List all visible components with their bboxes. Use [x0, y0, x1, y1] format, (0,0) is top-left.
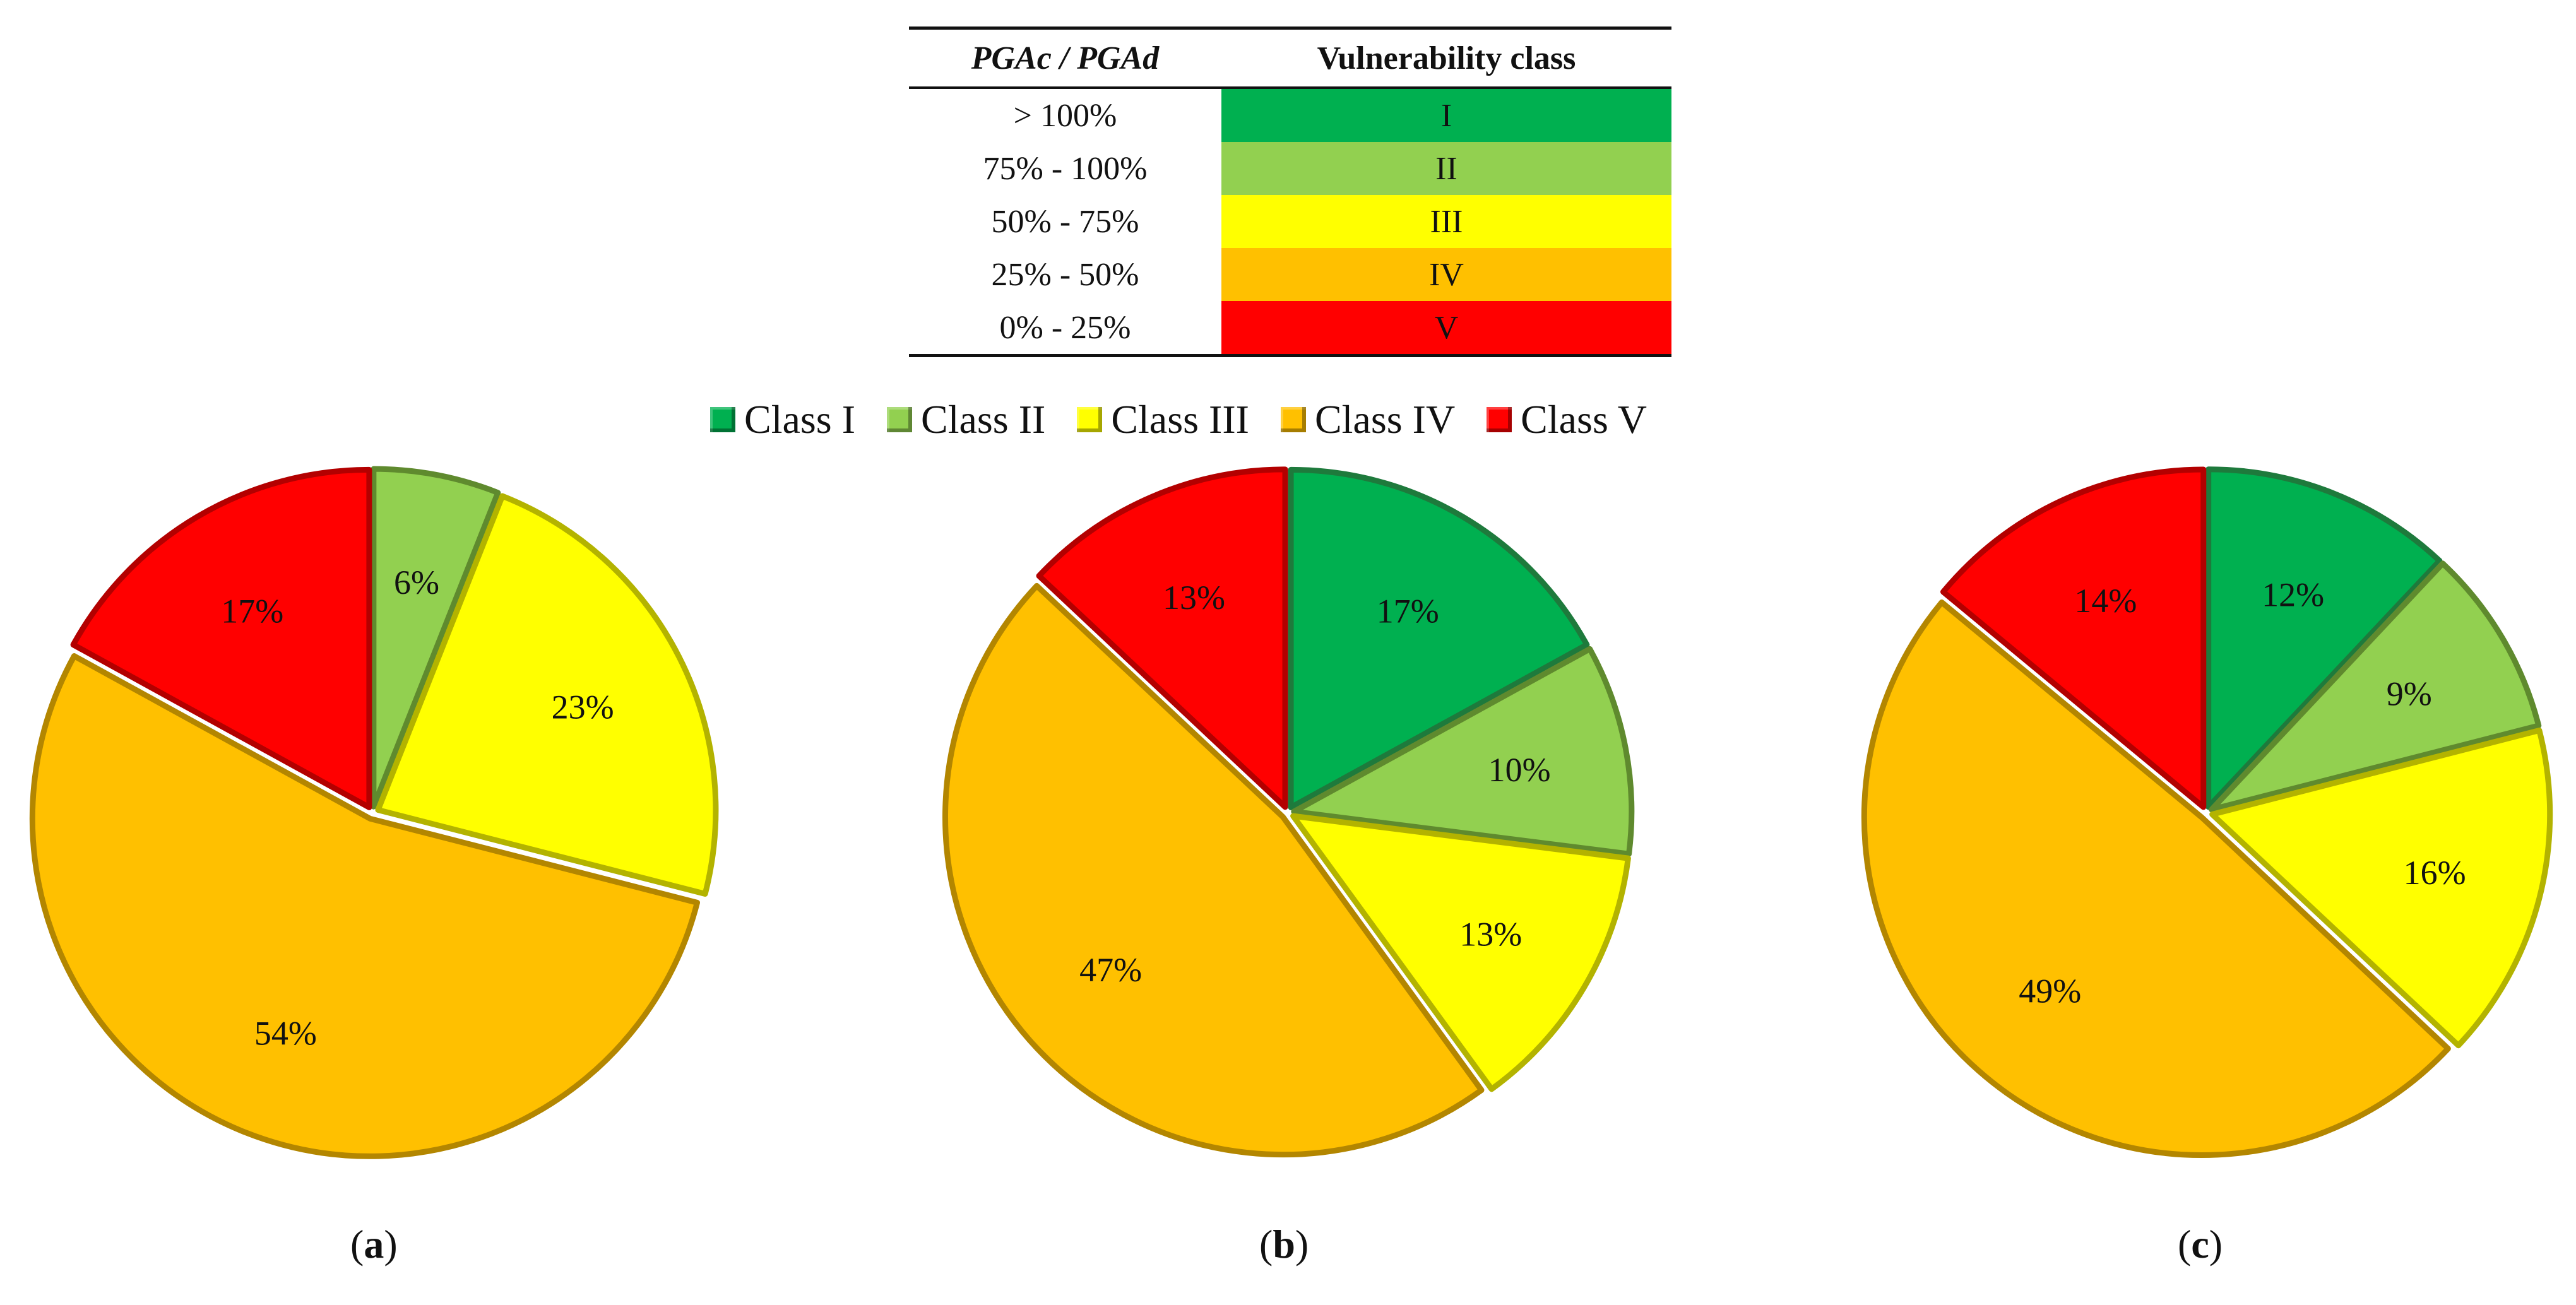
vulnerability-table: PGAc / PGAd Vulnerability class > 100% I…	[909, 27, 1671, 357]
legend-item-class-iv: Class IV	[1280, 396, 1456, 443]
pie-slice-c-1	[2205, 466, 2443, 810]
legend-swatch	[887, 407, 912, 432]
legend: Class I Class II Class III Class IV Clas…	[710, 396, 1678, 443]
range-cell: 50% - 75%	[991, 203, 1139, 240]
pie-label-a-5: 17%	[221, 592, 283, 630]
header-pga-ratio: PGAc / PGAd	[909, 27, 1221, 89]
table-row: 50% - 75% III	[909, 195, 1671, 248]
pie-label-b-5: 13%	[1163, 579, 1225, 617]
pie-label-b-1: 17%	[1377, 592, 1439, 630]
legend-item-class-ii: Class II	[887, 396, 1045, 443]
range-cell: 25% - 50%	[991, 256, 1139, 293]
pie-label-b-2: 10%	[1488, 751, 1551, 789]
legend-swatch	[710, 407, 735, 432]
pie-label-b-4: 47%	[1079, 951, 1142, 989]
pie-slice-c-2	[2209, 560, 2542, 813]
pie-label-c-2: 9%	[2387, 675, 2432, 713]
pie-slice-c-4	[1861, 599, 2451, 1159]
pie-slice-c-5	[1940, 466, 2207, 810]
legend-swatch	[1487, 407, 1512, 432]
pie-slice-b-3	[1290, 813, 1631, 1092]
pie-slice-a-4	[29, 653, 701, 1159]
pie-slice-b-5	[1036, 466, 1288, 810]
legend-label: Class V	[1521, 397, 1647, 442]
legend-item-class-v: Class V	[1487, 396, 1647, 443]
class-cell: IV	[1221, 248, 1671, 301]
pie-slice-a-5	[70, 466, 372, 810]
pie-label-a-2: 6%	[394, 564, 439, 601]
legend-label: Class III	[1111, 397, 1249, 442]
table-row: 75% - 100% II	[909, 142, 1671, 195]
pie-label-a-4: 54%	[254, 1015, 317, 1053]
pie-slice-b-2	[1291, 646, 1635, 857]
table-row: > 100% I	[909, 88, 1671, 142]
legend-swatch	[1077, 407, 1103, 432]
legend-label: Class IV	[1314, 397, 1456, 442]
pie-slice-c-3	[2209, 727, 2553, 1049]
pie-label-b-3: 13%	[1459, 915, 1522, 953]
pie-label-c-4: 49%	[2019, 972, 2081, 1010]
pie-slice-a-2	[371, 466, 501, 810]
class-cell: III	[1221, 195, 1671, 248]
panel-label-b: (b)	[1259, 1222, 1309, 1267]
legend-swatch	[1280, 407, 1306, 432]
legend-label: Class I	[744, 397, 855, 442]
legend-label: Class II	[921, 397, 1046, 442]
legend-item-class-iii: Class III	[1077, 396, 1249, 443]
pie-label-c-1: 12%	[2262, 576, 2324, 613]
range-cell: 0% - 25%	[909, 301, 1221, 357]
class-cell: II	[1221, 142, 1671, 195]
pie-slice-b-1	[1288, 466, 1590, 810]
table-row: 0% - 25% V	[909, 301, 1671, 357]
range-cell: 75% - 100%	[983, 150, 1148, 187]
pie-label-c-5: 14%	[2074, 582, 2137, 620]
pie-slice-b-4	[942, 582, 1485, 1158]
pie-label-a-3: 23%	[552, 688, 614, 726]
panel-label-a: (a)	[350, 1222, 398, 1267]
class-cell: V	[1221, 301, 1671, 357]
panel-label-c: (c)	[2178, 1222, 2223, 1267]
pie-slice-a-3	[375, 493, 719, 897]
pie-label-c-3: 16%	[2404, 854, 2466, 892]
header-vulnerability-class: Vulnerability class	[1221, 27, 1671, 89]
table-row: 25% - 50% IV	[909, 248, 1671, 301]
class-cell: I	[1221, 88, 1671, 142]
legend-item-class-i: Class I	[710, 396, 855, 443]
range-cell: > 100%	[1013, 97, 1117, 134]
